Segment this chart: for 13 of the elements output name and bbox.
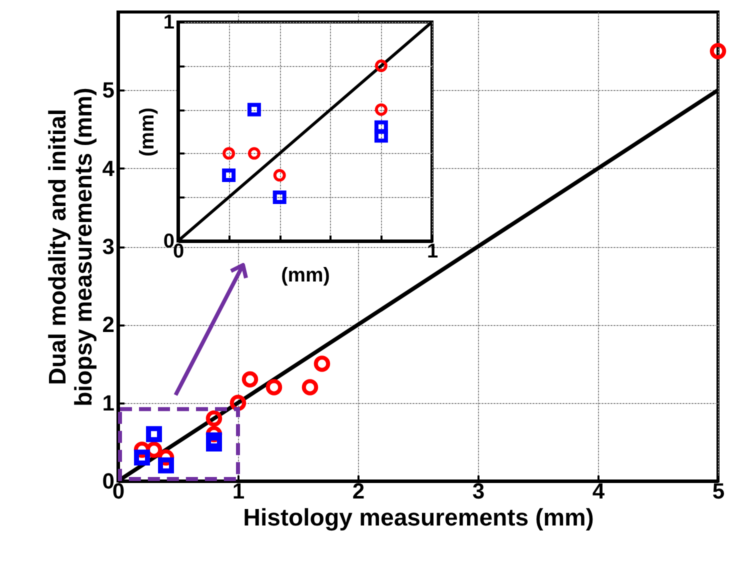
- y-tick-label: 5: [102, 78, 114, 103]
- x-tick-label: 5: [712, 478, 725, 504]
- y-axis-title: (mm): [136, 108, 158, 156]
- x-axis-title: (mm): [281, 264, 330, 286]
- x-tick-label: 2: [352, 478, 365, 504]
- y-axis-title: Dual modality and initial biopsy measurements (mm): [44, 88, 98, 406]
- y-tick-label: 4: [102, 156, 116, 181]
- x-axis-title: Histology measurements (mm): [243, 504, 594, 532]
- x-tick-label: 3: [472, 478, 485, 504]
- x-tick-label: 1: [232, 478, 245, 504]
- x-tick-label: 4: [592, 478, 606, 504]
- y-tick-label: 1: [102, 390, 114, 416]
- y-tick-label: 2: [102, 312, 114, 338]
